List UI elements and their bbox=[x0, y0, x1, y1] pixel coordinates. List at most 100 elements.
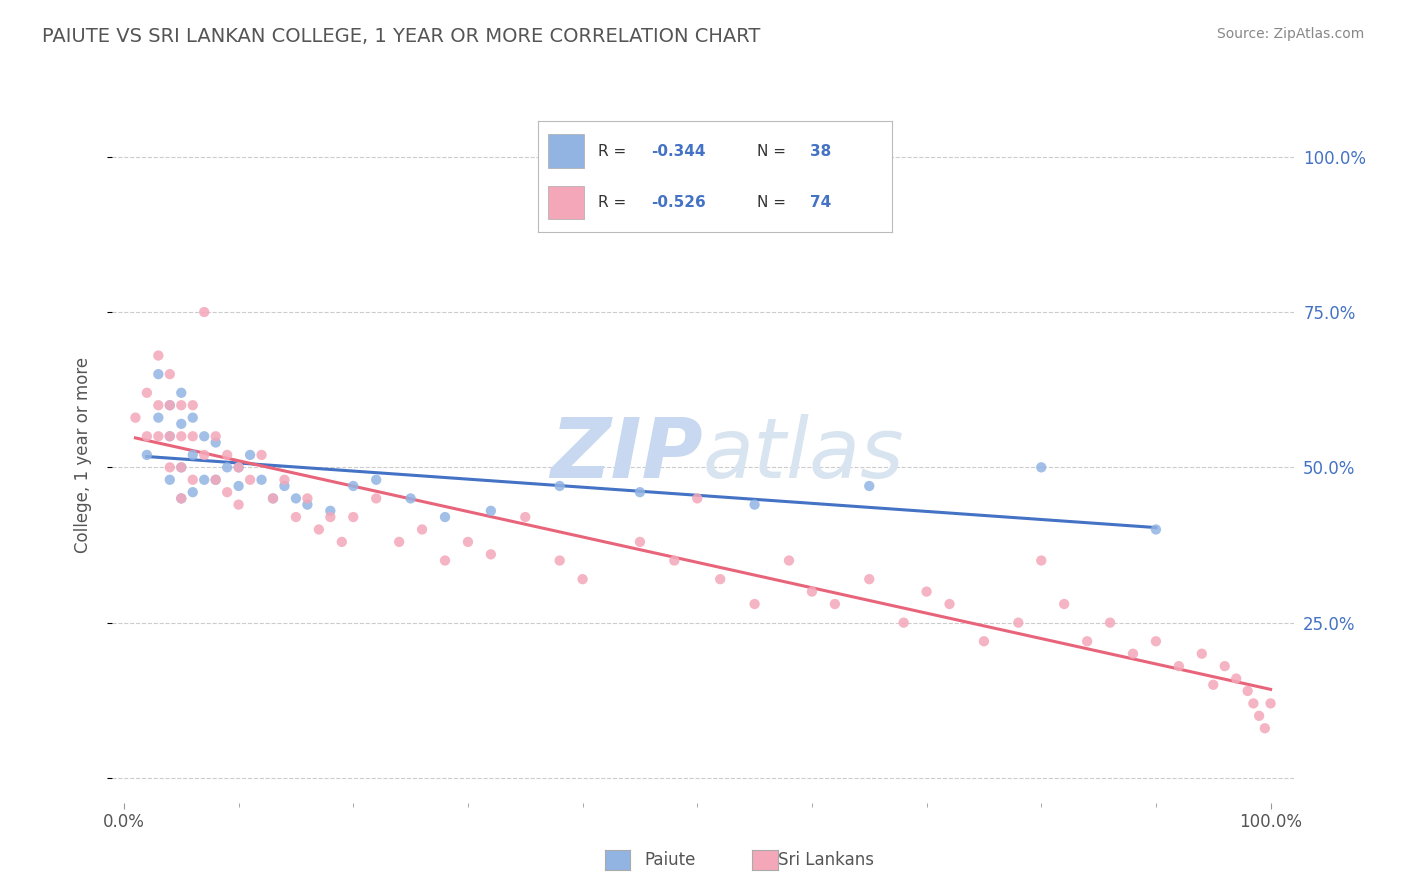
Point bbox=[1099, 615, 1122, 630]
Point bbox=[1254, 721, 1277, 735]
Point bbox=[193, 448, 215, 462]
Text: PAIUTE VS SRI LANKAN COLLEGE, 1 YEAR OR MORE CORRELATION CHART: PAIUTE VS SRI LANKAN COLLEGE, 1 YEAR OR … bbox=[42, 27, 761, 45]
Point bbox=[1031, 553, 1053, 567]
Point bbox=[1260, 697, 1282, 711]
Point bbox=[204, 473, 226, 487]
Point bbox=[1225, 672, 1247, 686]
Point bbox=[217, 448, 239, 462]
Point bbox=[159, 398, 181, 412]
Point bbox=[434, 510, 457, 524]
Point bbox=[250, 448, 273, 462]
Point bbox=[193, 305, 215, 319]
Point bbox=[284, 491, 307, 506]
Point bbox=[228, 460, 250, 475]
Point bbox=[319, 504, 342, 518]
Point bbox=[1122, 647, 1144, 661]
Point bbox=[159, 460, 181, 475]
Point bbox=[457, 534, 479, 549]
Point bbox=[181, 410, 204, 425]
Point bbox=[411, 523, 433, 537]
Point bbox=[148, 349, 170, 363]
Point bbox=[1031, 460, 1053, 475]
Point bbox=[342, 479, 364, 493]
Point bbox=[1167, 659, 1189, 673]
Point bbox=[628, 534, 651, 549]
Point bbox=[170, 460, 193, 475]
Point bbox=[148, 429, 170, 443]
Point bbox=[297, 491, 319, 506]
Point bbox=[434, 553, 457, 567]
Point bbox=[273, 479, 295, 493]
Point bbox=[170, 460, 193, 475]
Point bbox=[664, 553, 686, 567]
Point bbox=[148, 367, 170, 381]
Point bbox=[170, 429, 193, 443]
Point bbox=[1202, 678, 1225, 692]
Point bbox=[1249, 708, 1271, 723]
Point bbox=[366, 491, 388, 506]
Point bbox=[858, 572, 880, 586]
Point bbox=[135, 385, 157, 400]
Point bbox=[181, 398, 204, 412]
Point bbox=[1213, 659, 1236, 673]
Point bbox=[181, 448, 204, 462]
Point bbox=[239, 448, 262, 462]
Point bbox=[181, 485, 204, 500]
Point bbox=[170, 491, 193, 506]
Point bbox=[1076, 634, 1098, 648]
Point bbox=[548, 479, 571, 493]
Point bbox=[217, 460, 239, 475]
Point bbox=[148, 410, 170, 425]
Point bbox=[148, 398, 170, 412]
Point bbox=[159, 429, 181, 443]
Point bbox=[858, 479, 880, 493]
Point bbox=[170, 417, 193, 431]
Point bbox=[135, 429, 157, 443]
Point bbox=[342, 510, 364, 524]
Point bbox=[284, 510, 307, 524]
Point bbox=[571, 572, 593, 586]
Text: Source: ZipAtlas.com: Source: ZipAtlas.com bbox=[1216, 27, 1364, 41]
Y-axis label: College, 1 year or more: College, 1 year or more bbox=[73, 357, 91, 553]
Point bbox=[250, 473, 273, 487]
Point bbox=[330, 534, 353, 549]
Point bbox=[159, 367, 181, 381]
Point bbox=[159, 398, 181, 412]
Point bbox=[193, 473, 215, 487]
Point bbox=[181, 473, 204, 487]
Point bbox=[824, 597, 846, 611]
Point bbox=[228, 479, 250, 493]
Point bbox=[744, 597, 766, 611]
Text: Paiute: Paiute bbox=[644, 851, 696, 869]
Point bbox=[938, 597, 960, 611]
Point bbox=[548, 553, 571, 567]
Point bbox=[308, 523, 330, 537]
Point bbox=[319, 510, 342, 524]
Text: atlas: atlas bbox=[703, 415, 904, 495]
Point bbox=[297, 498, 319, 512]
Point bbox=[204, 473, 226, 487]
Point bbox=[686, 491, 709, 506]
Point bbox=[239, 473, 262, 487]
Point bbox=[744, 498, 766, 512]
Point bbox=[1144, 523, 1167, 537]
Point bbox=[217, 485, 239, 500]
Point bbox=[228, 498, 250, 512]
Point bbox=[1144, 634, 1167, 648]
Point bbox=[159, 473, 181, 487]
Point bbox=[479, 504, 502, 518]
Point bbox=[181, 429, 204, 443]
Point bbox=[193, 429, 215, 443]
Text: ZIP: ZIP bbox=[550, 415, 703, 495]
Point bbox=[170, 398, 193, 412]
Point bbox=[262, 491, 284, 506]
Point bbox=[628, 485, 651, 500]
Point bbox=[915, 584, 938, 599]
Point bbox=[778, 553, 800, 567]
Point bbox=[159, 429, 181, 443]
Point bbox=[388, 534, 411, 549]
Point bbox=[973, 634, 995, 648]
Point bbox=[1236, 684, 1258, 698]
Point bbox=[170, 491, 193, 506]
Point bbox=[135, 448, 157, 462]
